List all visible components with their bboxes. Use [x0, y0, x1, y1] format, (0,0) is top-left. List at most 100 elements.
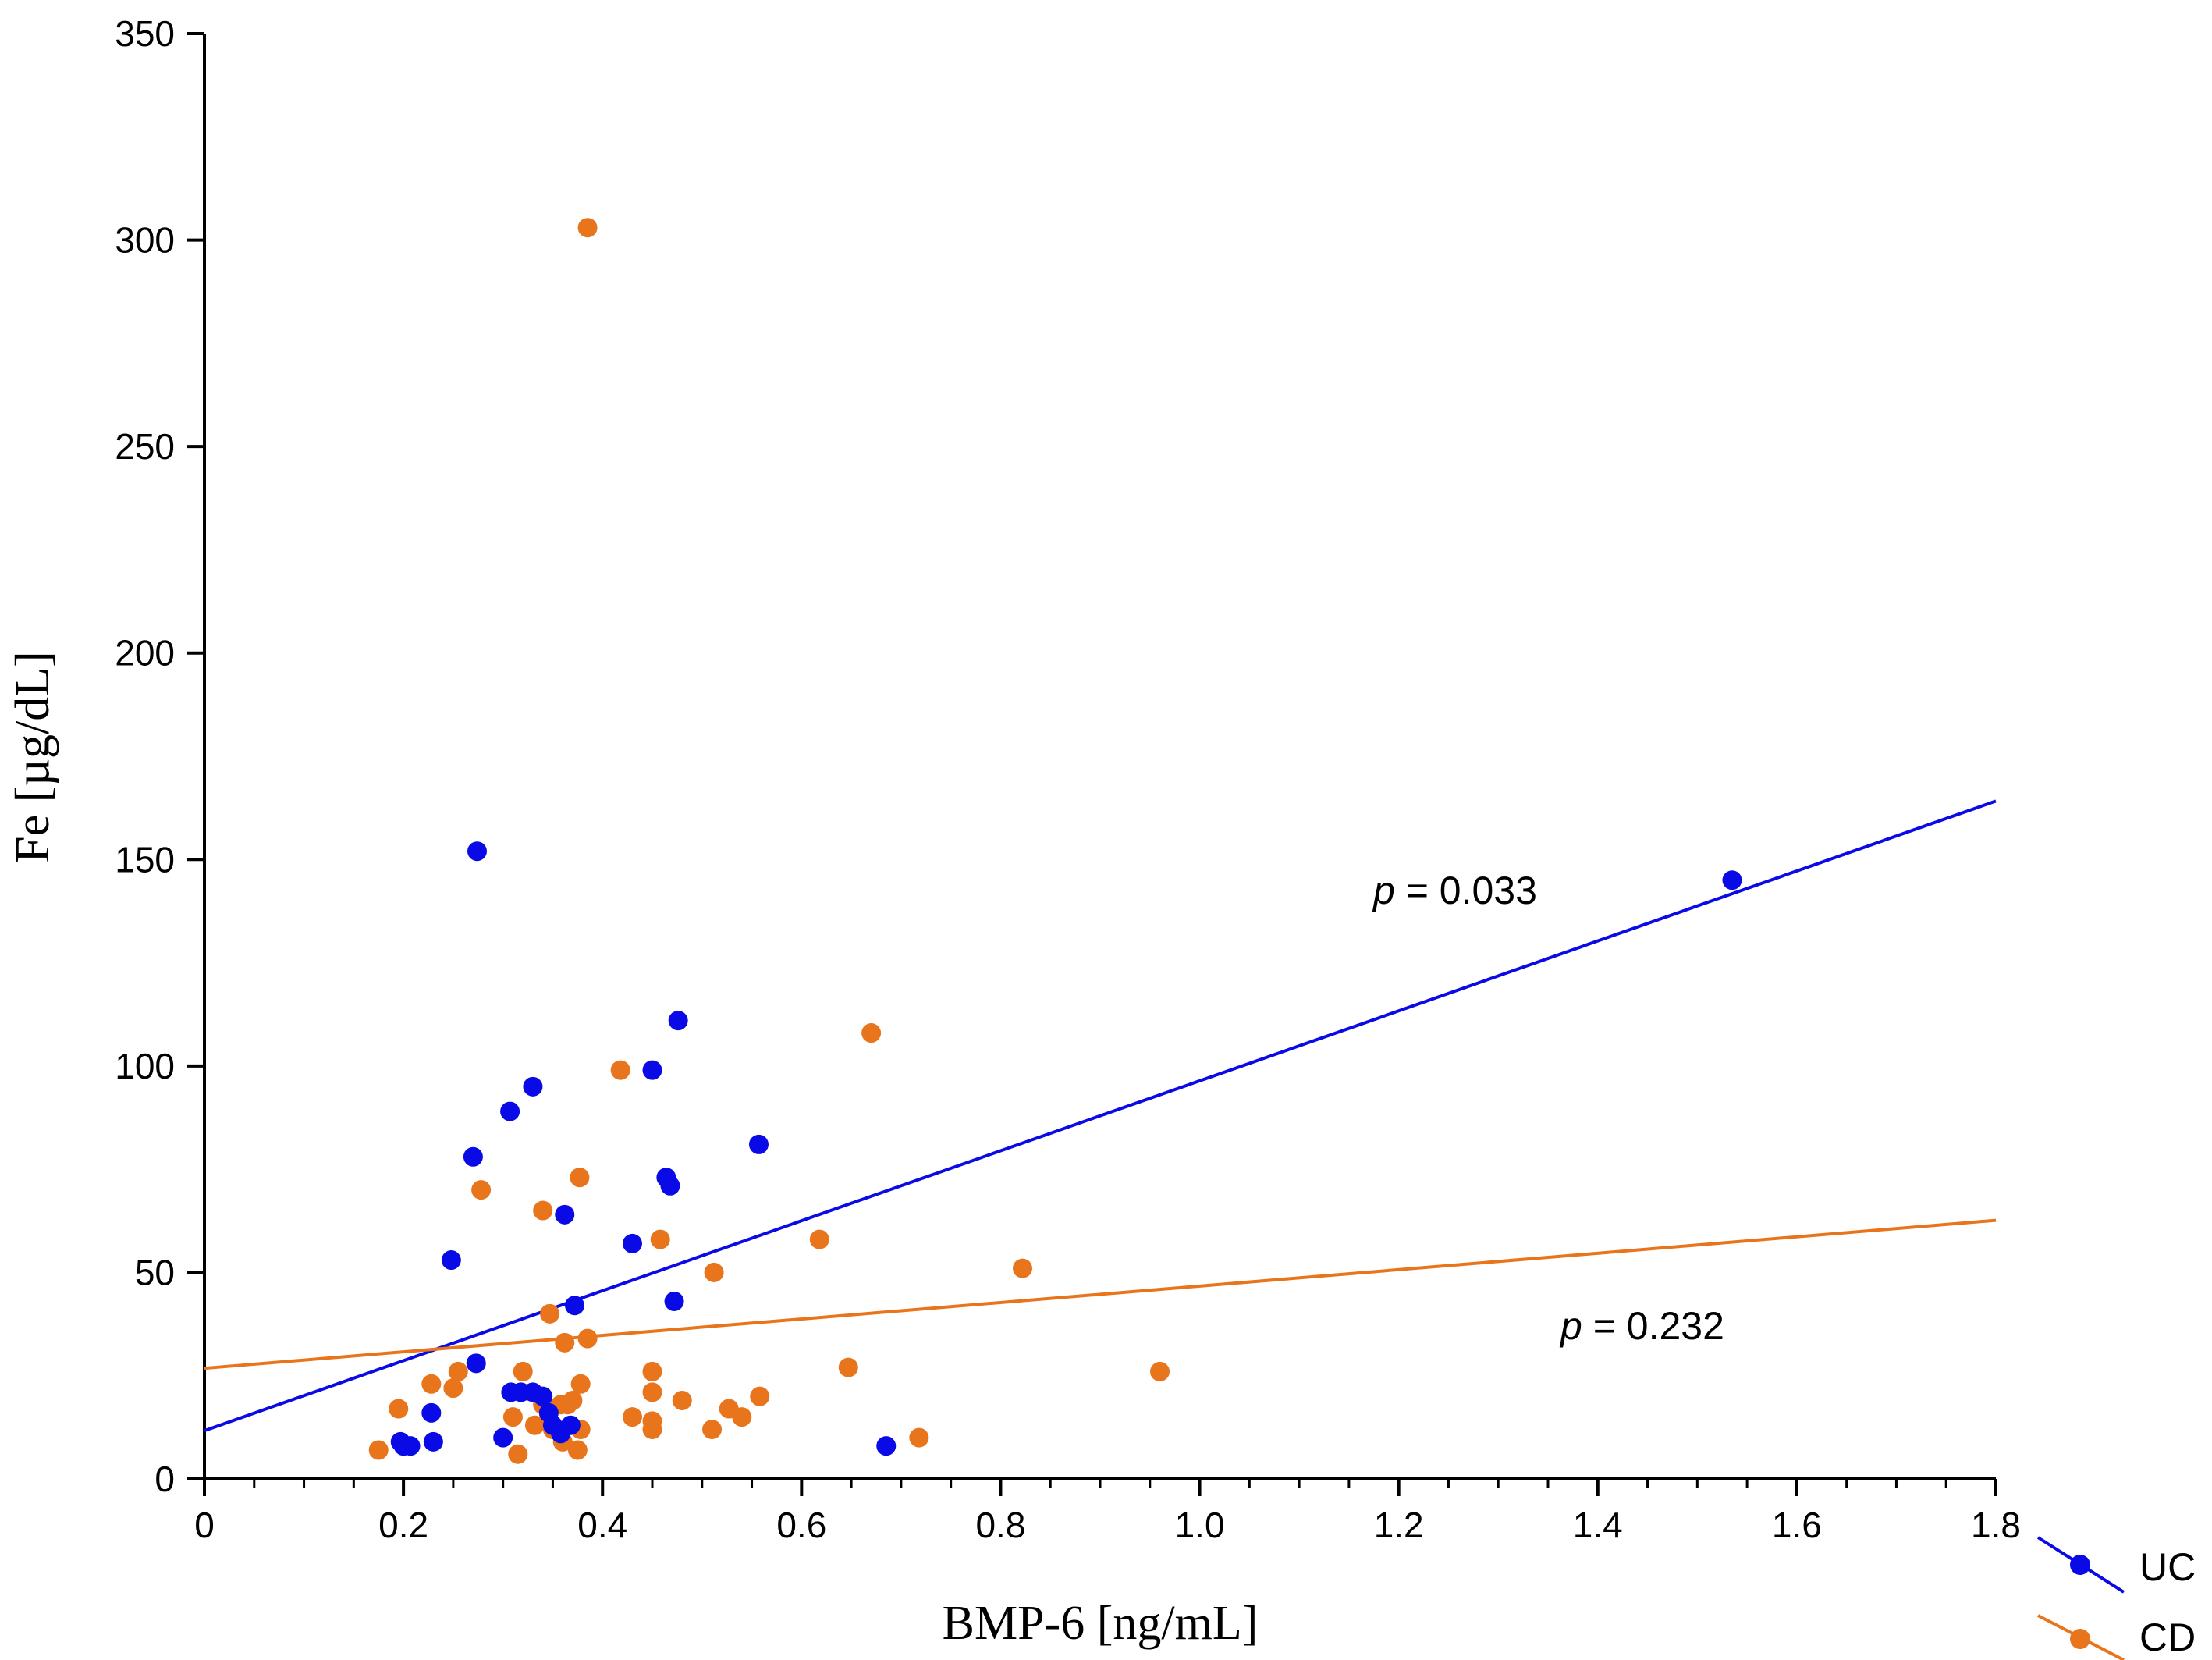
- x-tick-label: 0.4: [577, 1505, 627, 1545]
- y-tick-label: 50: [135, 1252, 175, 1292]
- point-cd: [540, 1303, 560, 1324]
- y-tick-label: 150: [115, 839, 175, 880]
- point-cd: [502, 1407, 523, 1427]
- x-tick-label: 0.6: [776, 1505, 826, 1545]
- point-uc: [421, 1402, 442, 1423]
- point-cd: [570, 1168, 590, 1188]
- y-tick-label: 250: [115, 426, 175, 467]
- point-uc: [622, 1233, 642, 1253]
- point-uc: [668, 1011, 688, 1031]
- point-cd: [448, 1361, 468, 1381]
- legend-marker-uc: [2070, 1555, 2090, 1575]
- legend-item-uc: UC: [2036, 1536, 2196, 1594]
- cd-p-value-annotation: p = 0.232: [1559, 1304, 1724, 1348]
- point-uc: [565, 1296, 585, 1316]
- point-cd: [909, 1427, 929, 1448]
- point-cd: [513, 1361, 533, 1381]
- point-cd: [650, 1229, 670, 1249]
- point-cd: [524, 1415, 545, 1435]
- cd-p-symbol: p: [1559, 1304, 1582, 1348]
- x-tick-label: 0.2: [378, 1505, 428, 1545]
- point-uc: [748, 1134, 769, 1154]
- uc-p-value: = 0.033: [1395, 869, 1537, 912]
- x-ticks: 0 0.2 0.4 0.6 0.8 1.0 1.2 1.4 1.6 1.8: [194, 1479, 2021, 1545]
- y-tick-label: 350: [115, 13, 175, 54]
- point-cd: [702, 1420, 723, 1440]
- uc-p-symbol: p: [1372, 869, 1395, 912]
- legend-label-uc: UC: [2139, 1545, 2196, 1589]
- point-cd: [577, 1328, 598, 1349]
- y-axis-title: Fe [µg/dL]: [6, 651, 59, 863]
- point-cd: [1013, 1258, 1033, 1278]
- y-ticks: 0 50 100 150 200 250 300 350: [115, 13, 204, 1499]
- point-uc: [400, 1436, 421, 1456]
- point-cd: [563, 1390, 583, 1410]
- point-uc: [1722, 870, 1742, 890]
- x-tick-label: 1.2: [1374, 1505, 1424, 1545]
- point-cd: [570, 1374, 591, 1394]
- point-uc: [642, 1060, 662, 1080]
- fit-line-cd: [204, 1218, 1997, 1370]
- point-cd: [368, 1440, 389, 1460]
- point-cd: [421, 1374, 442, 1394]
- point-cd: [838, 1357, 858, 1377]
- legend: UC CD: [2036, 1536, 2196, 1660]
- fit-lines: [204, 799, 1997, 1432]
- y-tick-label: 300: [115, 220, 175, 261]
- point-cd: [1150, 1361, 1170, 1381]
- legend-marker-cd: [2070, 1629, 2090, 1649]
- cd-p-value: = 0.232: [1582, 1304, 1724, 1348]
- point-cd: [861, 1023, 882, 1043]
- point-cd: [704, 1262, 724, 1282]
- point-uc: [560, 1415, 581, 1435]
- point-cd: [642, 1382, 662, 1402]
- point-uc: [466, 1353, 486, 1374]
- x-axis-title: BMP-6 [ng/mL]: [943, 1597, 1259, 1650]
- point-uc: [533, 1386, 553, 1406]
- point-cd: [443, 1378, 463, 1399]
- x-tick-label: 1.4: [1573, 1505, 1623, 1545]
- x-tick-label: 0: [194, 1505, 215, 1545]
- point-uc: [467, 841, 488, 862]
- y-tick-label: 100: [115, 1046, 175, 1086]
- x-tick-label: 0.8: [975, 1505, 1025, 1545]
- y-tick-label: 200: [115, 633, 175, 674]
- point-uc: [555, 1204, 575, 1225]
- x-tick-label: 1.0: [1175, 1505, 1225, 1545]
- legend-label-cd: CD: [2139, 1616, 2196, 1659]
- point-uc: [463, 1146, 483, 1167]
- point-cd: [672, 1390, 692, 1410]
- point-uc: [664, 1291, 684, 1311]
- uc-p-value-annotation: p = 0.033: [1372, 869, 1537, 912]
- point-uc: [493, 1427, 513, 1448]
- point-cd: [622, 1407, 642, 1427]
- data-points: [368, 218, 1742, 1464]
- point-cd: [389, 1399, 409, 1419]
- point-uc: [660, 1175, 680, 1196]
- point-uc: [500, 1101, 520, 1121]
- point-cd: [555, 1332, 575, 1353]
- point-cd: [750, 1386, 770, 1406]
- point-cd: [508, 1444, 528, 1464]
- fit-line-uc: [204, 799, 1997, 1432]
- point-cd: [809, 1229, 829, 1249]
- point-cd: [533, 1200, 553, 1221]
- point-cd: [732, 1407, 752, 1427]
- point-cd: [642, 1361, 662, 1381]
- x-tick-label: 1.8: [1971, 1505, 2021, 1545]
- point-uc: [441, 1250, 461, 1271]
- point-uc: [423, 1431, 443, 1452]
- point-cd: [577, 218, 598, 238]
- x-axis: 0 0.2 0.4 0.6 0.8 1.0 1.2 1.4 1.6 1.8: [194, 1477, 2021, 1545]
- y-tick-label: 0: [154, 1459, 175, 1499]
- point-cd: [567, 1440, 588, 1460]
- x-tick-label: 1.6: [1772, 1505, 1822, 1545]
- y-axis: 0 50 100 150 200 250 300 350: [115, 13, 206, 1499]
- point-cd: [610, 1060, 630, 1080]
- point-cd: [471, 1180, 492, 1200]
- legend-item-cd: CD: [2037, 1614, 2196, 1660]
- point-uc: [523, 1076, 543, 1097]
- point-uc: [876, 1436, 897, 1456]
- point-cd: [642, 1411, 662, 1431]
